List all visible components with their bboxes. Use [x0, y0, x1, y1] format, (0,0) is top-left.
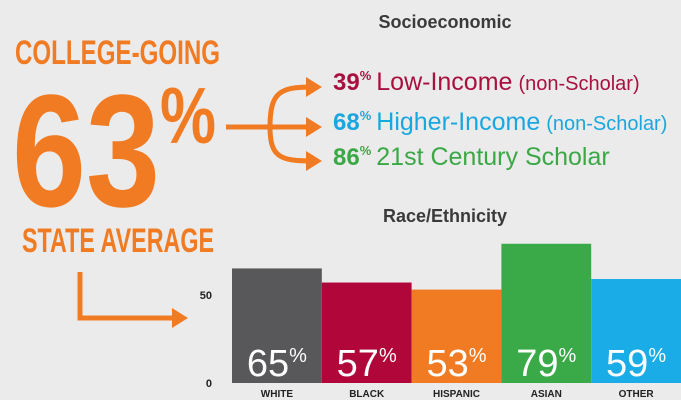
stat-note: (non-Scholar) [518, 73, 639, 95]
stat-note: (non-Scholar) [546, 113, 667, 135]
value-label: 59% [606, 343, 666, 385]
bar [411, 289, 502, 383]
x-tick-label: WHITE [261, 389, 294, 400]
x-tick-label: HISPANIC [433, 389, 480, 400]
bar [501, 243, 592, 383]
stat-label: Low-Income [376, 68, 512, 96]
x-tick-label: ASIAN [531, 389, 562, 400]
arrow-heads [172, 77, 322, 328]
x-tick-label: OTHER [619, 389, 655, 400]
y-tick-label: 50 [200, 290, 212, 302]
stat-label: 21st Century Scholar [376, 143, 609, 171]
headline-value: 63 [12, 61, 160, 240]
headline-bottom: STATE AVERAGE [22, 222, 214, 260]
stat-row: 39% Low-Income (non-Scholar) [333, 68, 640, 96]
headline-unit: % [160, 71, 216, 160]
chart-title: Race/Ethnicity [383, 206, 507, 226]
y-tick-label: 0 [206, 378, 212, 390]
stat-row: 68% Higher-Income (non-Scholar) [333, 108, 667, 136]
bar [591, 279, 681, 383]
section-title: Socioeconomic [378, 12, 511, 32]
x-tick-label: BLACK [349, 389, 385, 400]
stat-label: Higher-Income [376, 108, 540, 136]
headline-top: COLLEGE-GOING [15, 34, 220, 72]
bar [232, 268, 322, 383]
bar [321, 282, 412, 383]
branch-arrow [77, 84, 313, 321]
